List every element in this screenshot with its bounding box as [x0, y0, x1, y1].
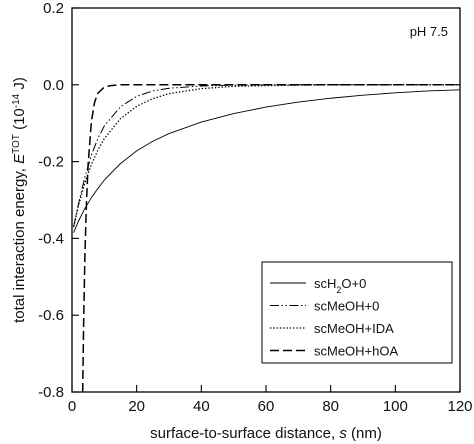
x-tick-label: 40 — [193, 398, 210, 415]
x-tick-label: 0 — [68, 398, 76, 415]
legend-box — [261, 261, 453, 364]
x-tick-label: 20 — [128, 398, 145, 415]
series-line-2 — [73, 84, 460, 227]
series-line-1 — [73, 89, 460, 233]
y-tick-label: 0.2 — [43, 0, 64, 17]
series-line-4 — [81, 84, 460, 392]
y-tick-label: 0.0 — [43, 77, 64, 94]
plot-frame — [71, 7, 461, 393]
x-axis-label: surface-to-surface distance, s (nm) — [150, 425, 382, 442]
x-tick-label: 80 — [322, 398, 339, 415]
y-axis-label: total interaction energy, ETOT (10-14 J) — [11, 77, 29, 323]
y-tick-label: -0.8 — [38, 384, 64, 401]
legend: scH2O+0 scMeOH+0 scMeOH+IDA scMeOH+hOA — [261, 261, 453, 364]
legend-label-2: scMeOH+0 — [314, 299, 379, 314]
y-tick-label: -0.6 — [38, 307, 64, 324]
y-tick-label: -0.4 — [38, 230, 64, 247]
y-tick-label: -0.2 — [38, 154, 64, 171]
legend-label-3: scMeOH+IDA — [314, 321, 394, 336]
series-layer — [72, 84, 460, 392]
x-tick-label: 60 — [258, 398, 275, 415]
series-line-3 — [72, 84, 460, 228]
legend-label-4: scMeOH+hOA — [314, 344, 398, 359]
x-tick-label: 100 — [383, 398, 408, 415]
legend-label-1: scH2O+0 — [314, 276, 366, 295]
ph-annotation: pH 7.5 — [410, 24, 448, 39]
axis-ticks: 0 20 40 60 80 100 120 0.2 0.0 -0.2 -0.4 -0.6 -0.8 — [38, 0, 472, 415]
x-tick-label: 120 — [447, 398, 472, 415]
